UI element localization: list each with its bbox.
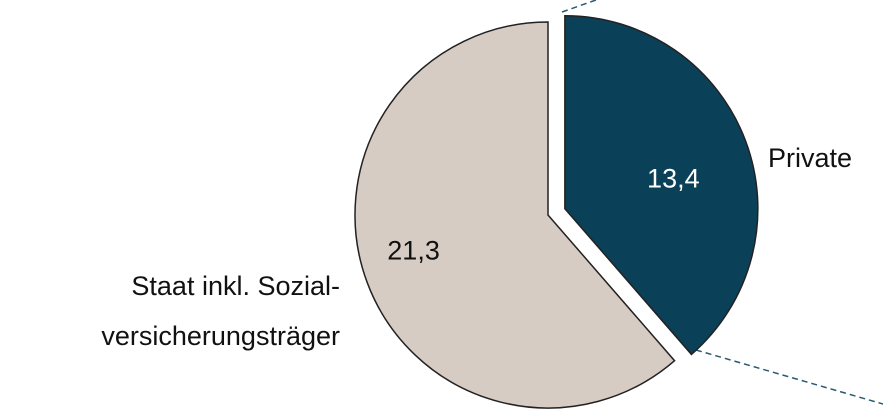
value-label: 13,4	[647, 163, 700, 193]
connector-line	[695, 349, 883, 405]
pie-slice	[564, 14, 759, 356]
category-label: Private	[768, 143, 852, 173]
connector-line	[561, 0, 597, 13]
category-label: Staat inkl. Sozial-versicherungsträger	[101, 271, 340, 351]
value-label: 21,3	[387, 235, 440, 265]
pie-slice	[354, 21, 676, 409]
